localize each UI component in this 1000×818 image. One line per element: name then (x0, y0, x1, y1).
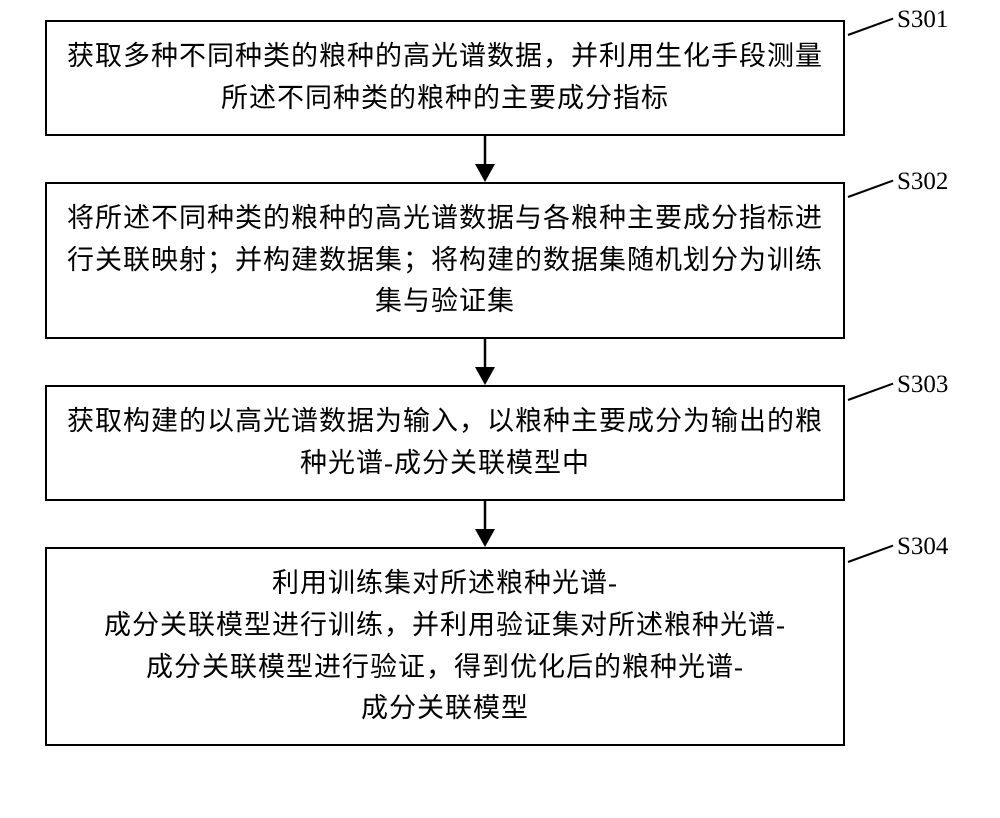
arrow-2 (45, 339, 925, 385)
step-box-4: 利用训练集对所述粮种光谱- 成分关联模型进行训练，并利用验证集对所述粮种光谱- … (45, 547, 845, 746)
step-text-4: 利用训练集对所述粮种光谱- 成分关联模型进行训练，并利用验证集对所述粮种光谱- … (104, 568, 786, 724)
connector-4 (848, 545, 894, 563)
step-text-2: 将所述不同种类的粮种的高光谱数据与各粮种主要成分指标进行关联映射；并构建数据集；… (67, 203, 823, 317)
step-label-4: S304 (897, 533, 948, 561)
step-text-1: 获取多种不同种类的粮种的高光谱数据，并利用生化手段测量所述不同种类的粮种的主要成… (67, 41, 823, 113)
step-label-3: S303 (897, 371, 948, 399)
arrow-1 (45, 136, 925, 182)
step-box-2: 将所述不同种类的粮种的高光谱数据与各粮种主要成分指标进行关联映射；并构建数据集；… (45, 182, 845, 340)
step-box-1: 获取多种不同种类的粮种的高光谱数据，并利用生化手段测量所述不同种类的粮种的主要成… (45, 20, 845, 136)
connector-2 (848, 179, 894, 197)
step-box-3: 获取构建的以高光谱数据为输入，以粮种主要成分为输出的粮种光谱-成分关联模型中 (45, 385, 845, 501)
flowchart: 获取多种不同种类的粮种的高光谱数据，并利用生化手段测量所述不同种类的粮种的主要成… (45, 20, 925, 746)
step-row-4: 利用训练集对所述粮种光谱- 成分关联模型进行训练，并利用验证集对所述粮种光谱- … (45, 547, 925, 746)
connector-1 (848, 18, 894, 36)
step-row-1: 获取多种不同种类的粮种的高光谱数据，并利用生化手段测量所述不同种类的粮种的主要成… (45, 20, 925, 136)
step-row-3: 获取构建的以高光谱数据为输入，以粮种主要成分为输出的粮种光谱-成分关联模型中 S… (45, 385, 925, 501)
step-label-2: S302 (897, 168, 948, 196)
arrow-3 (45, 501, 925, 547)
connector-3 (848, 383, 894, 401)
step-label-1: S301 (897, 6, 948, 34)
step-row-2: 将所述不同种类的粮种的高光谱数据与各粮种主要成分指标进行关联映射；并构建数据集；… (45, 182, 925, 340)
step-text-3: 获取构建的以高光谱数据为输入，以粮种主要成分为输出的粮种光谱-成分关联模型中 (67, 406, 823, 478)
